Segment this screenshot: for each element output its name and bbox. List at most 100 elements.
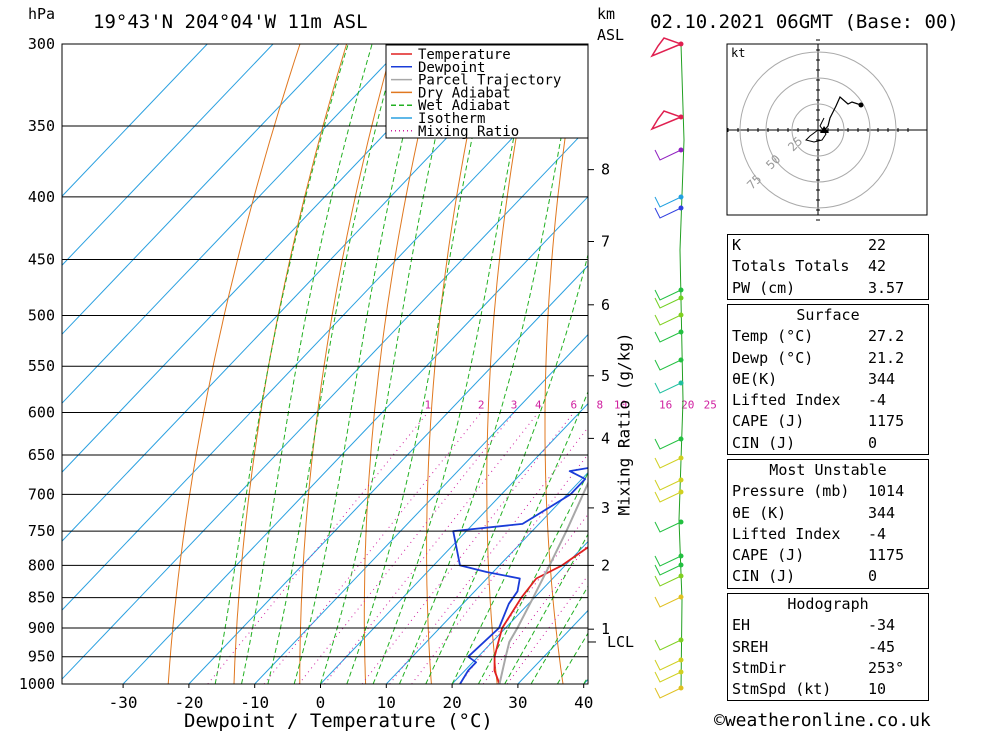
pressure-tick-label: 450 <box>28 251 55 269</box>
pressure-tick-label: 700 <box>28 485 55 503</box>
mixing-ratio-label: 25 <box>704 398 717 411</box>
mixing-ratio-label: 6 <box>570 398 577 411</box>
wet-adiabat-line <box>477 471 588 684</box>
x-axis-title: Dewpoint / Temperature (°C) <box>184 710 493 732</box>
mu-theta-label: θE (K) <box>732 503 787 522</box>
pw-value: 3.57 <box>868 278 905 297</box>
wind-barb <box>654 359 682 371</box>
eh-label: EH <box>732 616 751 635</box>
x-tick-label: 40 <box>574 693 593 712</box>
km-tick-label: 2 <box>601 556 610 574</box>
mixing-ratio-line <box>263 412 482 684</box>
isotherm-line <box>62 44 208 197</box>
wind-barb <box>654 196 682 208</box>
hodo-ring <box>739 51 897 209</box>
pressure-tick-label: 500 <box>28 307 55 325</box>
datetime-title: 02.10.2021 06GMT (Base: 00) <box>650 11 959 33</box>
mixing-ratio-label: 20 <box>681 398 694 411</box>
mixing-ratio-axis-title: Mixing Ratio (g/kg) <box>614 332 634 516</box>
isotherm-line <box>62 58 588 611</box>
km-tick-label: 7 <box>601 233 610 251</box>
mixing-ratio-label: 2 <box>478 398 485 411</box>
mixing-ratio-line <box>389 426 588 684</box>
k-label: K <box>732 236 742 254</box>
hodo-end-dot <box>858 102 864 108</box>
legend-label: Parcel Trajectory <box>418 73 561 89</box>
wet-adiabat-line <box>504 533 588 684</box>
dry-adiabat-line <box>233 44 348 684</box>
mixing-ratio-label: 1 <box>425 398 432 411</box>
wind-barb <box>654 575 682 587</box>
wind-barb <box>654 207 682 219</box>
wind-barb <box>654 457 682 469</box>
mu-pressure-label: Pressure (mb) <box>732 482 850 501</box>
isotherm-line <box>62 126 588 680</box>
surface-cape-label: CAPE (J) <box>732 412 805 431</box>
wind-barb <box>654 555 682 567</box>
wind-barb <box>654 639 682 651</box>
mixing-ratio-label: 16 <box>659 398 672 411</box>
mixing-ratio-line <box>482 543 588 684</box>
surface-table: Surface Temp (°C) 27.2 Dewp (°C) 21.2 θE(K… <box>727 304 929 456</box>
x-tick-label: 20 <box>442 693 461 712</box>
pressure-unit: hPa <box>28 5 56 23</box>
wet-adiabat-line <box>320 44 458 684</box>
wind-barb <box>654 297 682 309</box>
isotherm-line <box>188 264 588 684</box>
surface-temp-value: 27.2 <box>868 327 905 346</box>
surface-cin-value: 0 <box>868 433 878 452</box>
tt-label: Totals Totals <box>732 257 850 276</box>
pressure-tick-label: 650 <box>28 446 55 464</box>
stmspd-label: StmSpd (kt) <box>732 680 832 699</box>
copyright[interactable]: ©weatheronline.co.uk <box>714 710 931 731</box>
eh-value: -34 <box>868 616 896 635</box>
pressure-tick-label: 900 <box>28 619 55 637</box>
isotherm-line <box>385 471 588 684</box>
wind-barb <box>654 521 682 533</box>
k-value: 22 <box>868 236 887 254</box>
dry-adiabat-line <box>544 44 581 684</box>
mixing-ratio-line <box>324 412 539 684</box>
plot-frame <box>61 43 589 685</box>
pressure-tick-label: 600 <box>28 403 55 421</box>
pressure-tick-label: 850 <box>28 589 55 607</box>
mixing-ratio-label: 10 <box>614 398 627 411</box>
mu-li-label: Lifted Index <box>732 524 841 543</box>
temperature-line <box>493 546 588 684</box>
km-label: km <box>597 5 616 23</box>
wind-barb <box>654 382 682 394</box>
hodo-storm-marker <box>820 126 829 133</box>
surface-li-label: Lifted Index <box>732 391 841 410</box>
mixing-ratio-line <box>361 412 575 684</box>
km-tick-label: 1 <box>601 620 610 638</box>
km-tick-label: 8 <box>601 161 610 179</box>
sreh-value: -45 <box>868 637 896 656</box>
wet-adiabat-line <box>372 44 534 684</box>
wind-barb <box>654 687 682 699</box>
mu-cin-value: 0 <box>868 567 878 586</box>
dewpoint-line <box>452 467 588 684</box>
pressure-tick-label: 300 <box>28 35 55 53</box>
wind-barb <box>654 479 682 491</box>
wind-barb <box>654 149 682 161</box>
pressure-tick-label: 350 <box>28 117 55 135</box>
wind-barb <box>654 289 682 301</box>
wind-barb <box>654 491 682 503</box>
stmdir-label: StmDir <box>732 658 787 677</box>
mixing-ratio-label: 8 <box>596 398 603 411</box>
dry-adiabat-line <box>953 44 1000 684</box>
indices-table: K 22 Totals Totals 42 PW (cm) 3.57 <box>727 234 929 300</box>
isotherm-line <box>62 44 406 404</box>
x-tick-label: 10 <box>377 693 396 712</box>
hodograph-table: Hodograph EH -34 SREH -45 StmDir 253° StmSp… <box>727 593 929 702</box>
isotherm-line <box>62 44 537 542</box>
mixing-ratio-line <box>459 513 588 684</box>
mu-cin-label: CIN (J) <box>732 567 796 586</box>
wind-barb <box>654 596 682 608</box>
hodo-ring <box>791 103 845 157</box>
wind-barb <box>654 438 682 450</box>
wind-barb <box>654 564 682 576</box>
x-tick-label: -30 <box>109 693 138 712</box>
asl-label: ASL <box>597 26 625 44</box>
